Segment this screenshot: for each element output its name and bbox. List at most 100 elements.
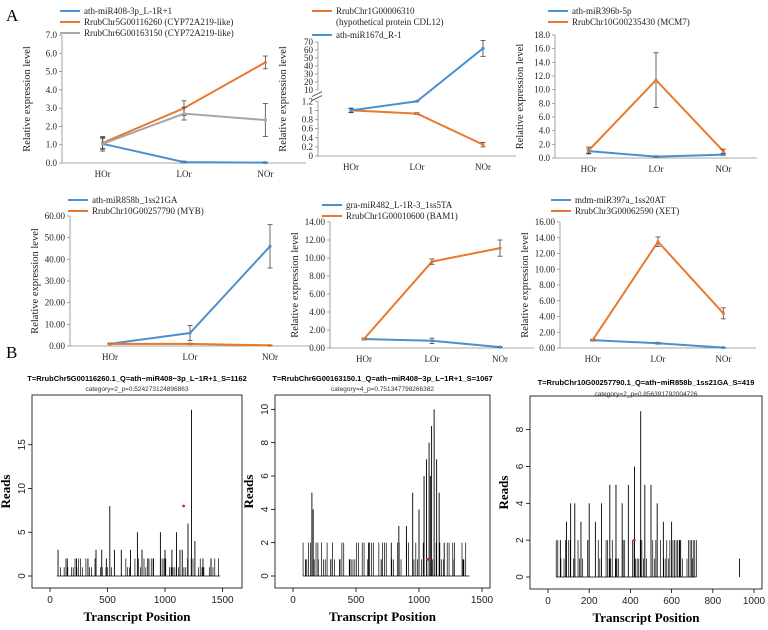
reads-chart-subtitle: category=2_p=0.524273124896863 <box>85 386 188 393</box>
charts-layer: 0.0 1.0 2.0 3.0 4.0 5.0 6.0 7.0 HOr LOr NOr Relativ… <box>0 6 766 625</box>
x-tick-label: HOr <box>356 354 372 364</box>
x-tick-label: LOr <box>183 352 198 362</box>
plot-frame <box>31 394 243 589</box>
y-axis-label: Relative expression level <box>30 228 41 334</box>
data-point <box>182 160 186 164</box>
y-tick-label: 10.00 <box>305 253 326 263</box>
data-point <box>498 345 502 349</box>
y-tick-label: 50 <box>304 53 314 63</box>
y-tick-label: 0.0 <box>46 158 58 168</box>
data-point <box>721 152 725 157</box>
legend-label: RrubChr3G00062590 (XET) <box>575 206 679 216</box>
y-tick-label: 8.0 <box>539 98 551 108</box>
data-point <box>591 338 595 342</box>
y-tick-label: 0.6 <box>302 124 314 134</box>
panel-label-a: A <box>6 6 19 25</box>
x-axis-label: Transcript Position <box>592 610 700 625</box>
x-tick-label: HOr <box>102 352 118 362</box>
x-axis-label: Transcript Position <box>329 609 437 624</box>
y-tick-label: 12.00 <box>305 235 326 245</box>
data-point <box>362 337 366 341</box>
y-tick-label: 14.0 <box>534 57 550 67</box>
y-tick-label: 0.00 <box>309 343 325 353</box>
legend-label: RrubChr1G00006310 (hypothetical protein C… <box>336 6 443 27</box>
y-tick-label: 4 <box>260 506 271 512</box>
line-chart-4: 0.00 2.00 4.00 6.00 8.00 10.00 12.00 14.00 HOr LO… <box>290 200 534 364</box>
x-tick-label: LOr <box>410 162 425 172</box>
y-tick-label: 6.00 <box>309 289 325 299</box>
y-tick-label: 0.8 <box>302 115 314 125</box>
data-point <box>654 78 658 82</box>
y-tick-label: 40 <box>304 61 314 71</box>
data-point <box>101 142 105 146</box>
y-tick-label: 2 <box>260 539 271 545</box>
y-tick-label: 50.00 <box>45 233 66 243</box>
plot-frame <box>274 394 491 589</box>
line-chart-2: 0.0 2.0 4.0 6.0 8.0 10.0 12.0 14.0 16.0 18.0 HOr LO… <box>515 6 757 174</box>
y-tick-label: 8 <box>515 426 526 432</box>
data-point <box>188 331 192 335</box>
reads-chart-0: T=RrubChr5G00116260.1_Q=ath−miR408−3p_L−… <box>0 374 247 624</box>
legend-label: ath-miR858b_1ss21GA <box>92 195 178 205</box>
y-tick-label: 10.0 <box>534 85 550 95</box>
legend-label: RrubChr10G00235430 (MCM7) <box>572 17 690 27</box>
data-point <box>268 343 272 347</box>
y-axis-label: Relative expression level <box>515 44 526 150</box>
y-tick-label: 4.0 <box>539 126 551 136</box>
y-tick-label: 6.0 <box>539 112 551 122</box>
y-tick-label: 6 <box>260 473 271 479</box>
series-line <box>350 109 484 146</box>
y-axis-label: Relative expression level <box>22 46 33 152</box>
y-tick-label: 1.0 <box>46 140 58 150</box>
y-tick-label: 8.00 <box>309 271 325 281</box>
x-tick-label: NOr <box>475 162 491 172</box>
y-tick-label: 6.00 <box>539 296 555 306</box>
x-tick-label: 800 <box>704 596 721 607</box>
data-point <box>721 346 725 350</box>
y-axis-label: Reads <box>496 476 511 510</box>
data-point <box>721 311 725 315</box>
data-point <box>415 99 419 103</box>
y-tick-label: 0.00 <box>539 343 555 353</box>
x-tick-label: LOr <box>425 354 440 364</box>
cleavage-site-marker <box>632 538 636 542</box>
cleavage-site-marker <box>182 504 186 508</box>
y-tick-label: 3.0 <box>46 103 58 113</box>
plot-frame <box>529 395 763 590</box>
legend-label: mdm-miR397a_1ss20AT <box>575 195 666 205</box>
data-point <box>481 143 485 147</box>
x-tick-label: HOr <box>343 162 359 172</box>
legend-label: ath-miR167d_R-1 <box>336 30 402 40</box>
y-tick-label: 7.0 <box>46 30 58 40</box>
x-tick-label: NOr <box>262 352 278 362</box>
y-tick-label: 0 <box>515 574 526 580</box>
x-tick-label: 1500 <box>471 595 494 606</box>
data-point <box>263 118 267 122</box>
x-tick-label: 1500 <box>211 595 234 606</box>
y-tick-label: 20.00 <box>45 298 66 308</box>
y-tick-label: 6 <box>515 463 526 469</box>
y-tick-label: 1 <box>309 105 314 115</box>
x-tick-label: NOr <box>257 169 273 179</box>
x-tick-label: 600 <box>663 596 680 607</box>
data-point <box>654 155 658 159</box>
y-tick-label: 0.4 <box>302 133 314 143</box>
x-tick-label: 1000 <box>154 595 177 606</box>
x-tick-label: 1000 <box>743 596 766 607</box>
x-axis-label: Transcript Position <box>83 609 191 624</box>
x-tick-label: 0 <box>47 595 53 606</box>
legend-label: RrubChr5G00116260 (CYP72A219-like) <box>84 17 233 27</box>
y-tick-label: 14.00 <box>535 233 556 243</box>
y-tick-label: 60.00 <box>45 211 66 221</box>
y-tick-label: 0.0 <box>539 153 551 163</box>
y-axis-label: Reads <box>241 475 256 509</box>
data-point <box>430 260 434 264</box>
data-point <box>481 46 485 50</box>
y-tick-label: 16.00 <box>535 217 556 227</box>
y-tick-label: 40.00 <box>45 254 66 264</box>
y-tick-label: 2 <box>515 537 526 543</box>
y-tick-label: 70 <box>304 37 314 47</box>
y-tick-label: 6.0 <box>46 48 58 58</box>
y-tick-label: 30 <box>304 69 314 79</box>
